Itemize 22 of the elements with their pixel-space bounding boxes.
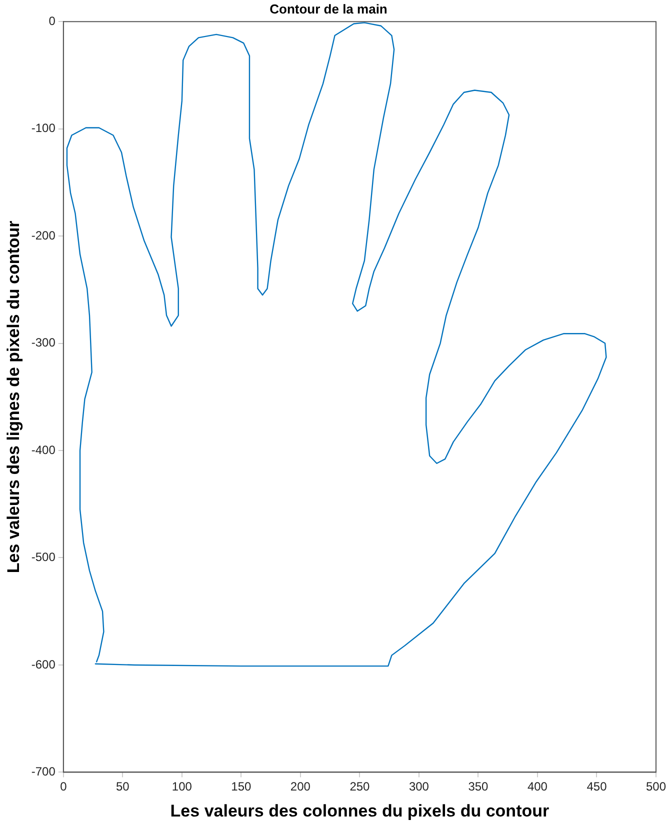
- x-tick-label: 100: [172, 780, 192, 794]
- x-tick-label: 400: [527, 780, 548, 794]
- x-tick-label: 350: [468, 780, 489, 794]
- y-tick-label: -300: [31, 336, 56, 350]
- y-tick-label: -600: [31, 657, 56, 672]
- y-tick-label: -500: [31, 550, 56, 564]
- x-tick-label: 500: [646, 780, 666, 794]
- x-tick-label: 0: [60, 780, 68, 794]
- y-tick-label: -100: [31, 121, 56, 136]
- y-tick-label: -700: [31, 764, 56, 779]
- y-tick-label: 0: [48, 14, 56, 28]
- x-tick-label: 200: [290, 780, 311, 794]
- y-tick-label: -200: [31, 228, 56, 242]
- x-tick-label: 250: [350, 780, 370, 794]
- x-tick-label: 150: [231, 780, 252, 794]
- x-tick-label: 300: [408, 780, 430, 794]
- x-tick-label: 50: [116, 780, 130, 794]
- y-axis-title: Les valeurs des lignes de pixels du contour: [4, 220, 23, 574]
- y-tick-label: -400: [31, 442, 56, 457]
- chart-title: Contour de la main: [270, 1, 388, 16]
- x-tick-label: 450: [586, 780, 608, 794]
- x-axis-title: Les valeurs des colonnes du pixels du contour: [170, 801, 550, 820]
